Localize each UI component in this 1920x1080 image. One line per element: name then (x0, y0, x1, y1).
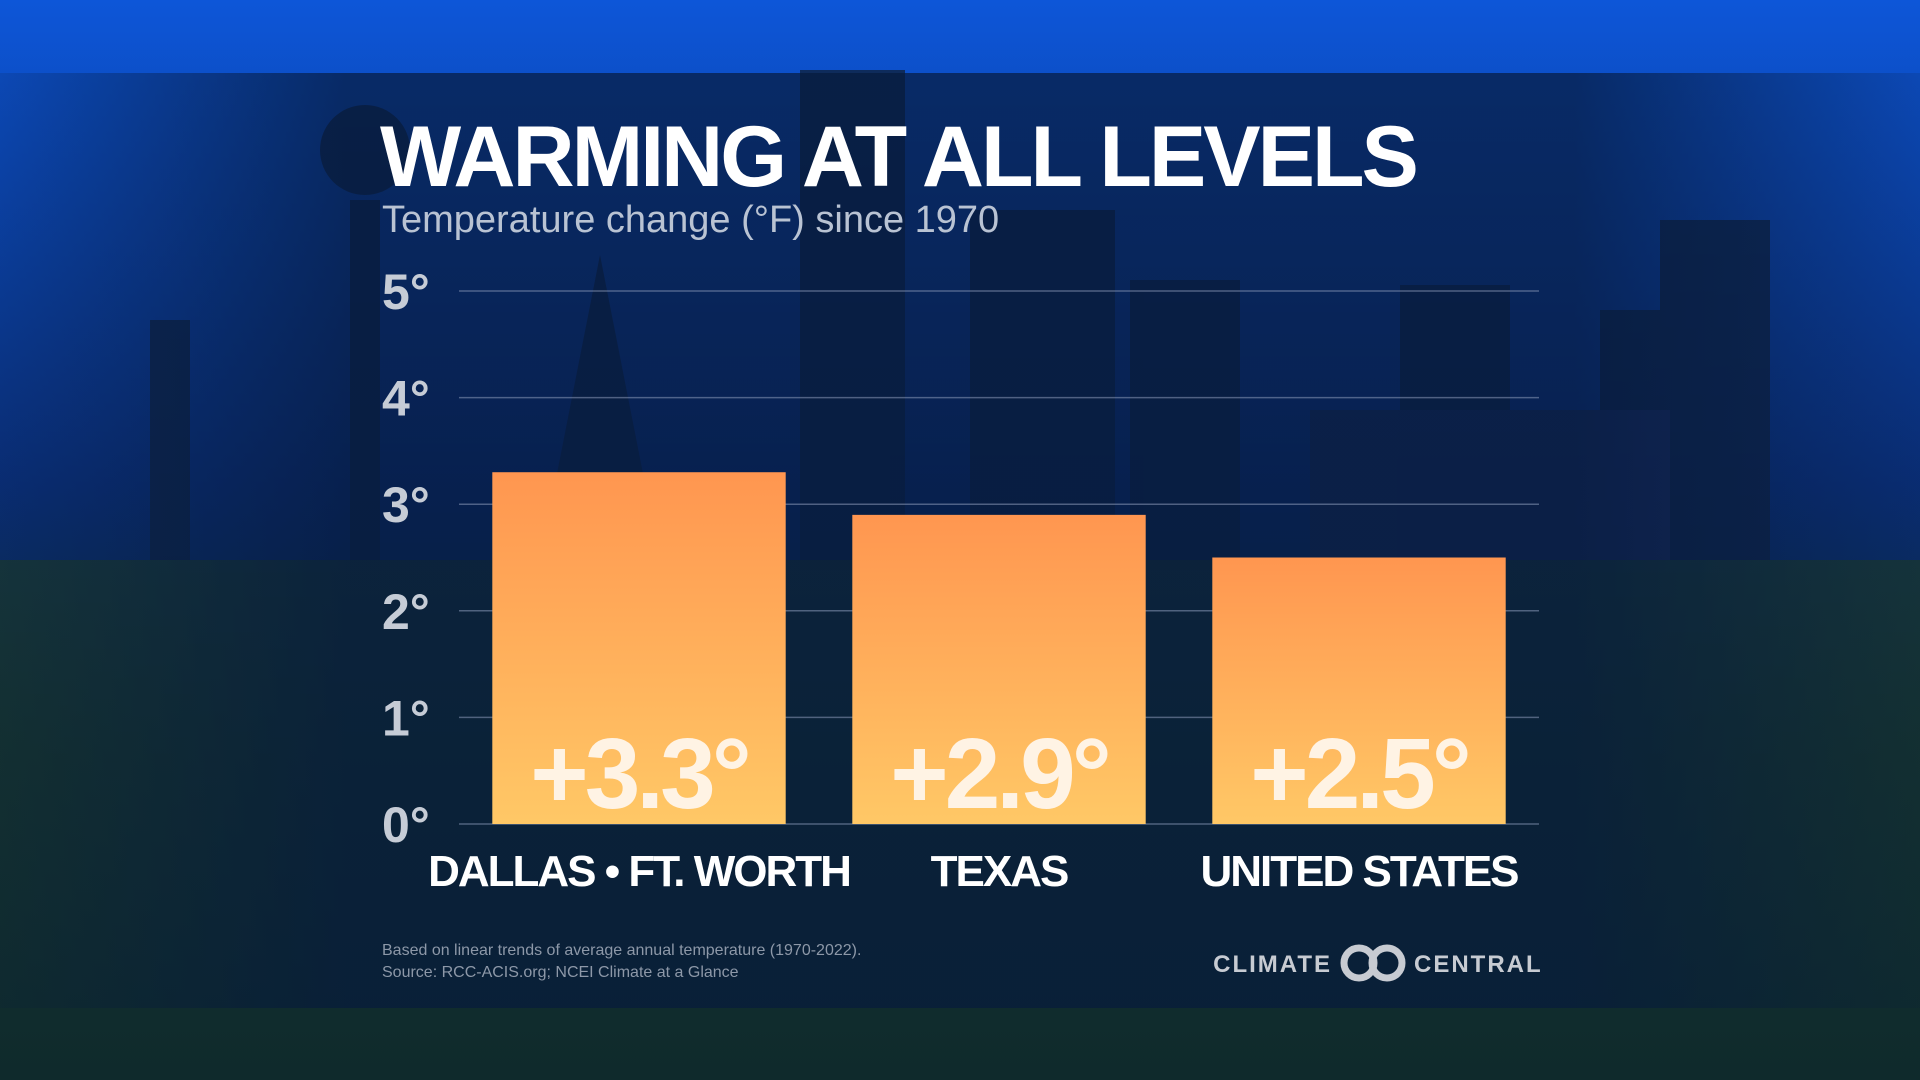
logo-text: CENTRAL (1414, 951, 1543, 978)
bar (852, 514, 1146, 824)
y-tick-label: 2° (382, 584, 430, 640)
y-tick-label: 5° (382, 264, 430, 320)
note: Source: RCC-ACIS.org; NCEI Climate at a … (382, 964, 739, 981)
y-tick-label: 4° (382, 371, 430, 427)
note: Based on linear trends of average annual… (382, 942, 861, 959)
bar (492, 472, 786, 824)
x-tick-label: UNITED STATES (1200, 847, 1518, 896)
value-label: +3.3° (530, 718, 747, 830)
logo: CLIMATE CENTRAL (1213, 944, 1543, 982)
y-tick-label: 1° (382, 690, 430, 746)
x-tick-label: TEXAS (931, 847, 1068, 896)
value-label: +2.5° (1250, 718, 1467, 830)
chart-subtitle: Temperature change (°F) since 1970 (382, 199, 999, 241)
value-label: +2.9° (890, 718, 1107, 830)
logo-icon (1368, 944, 1406, 982)
chart-title: WARMING AT ALL LEVELS (380, 109, 1416, 205)
y-tick-label: 3° (382, 477, 430, 533)
x-tick-label: DALLAS • FT. WORTH (428, 847, 850, 896)
logo-text: CLIMATE (1213, 951, 1332, 978)
y-tick-label: 0° (382, 797, 430, 853)
bar (1212, 557, 1506, 824)
